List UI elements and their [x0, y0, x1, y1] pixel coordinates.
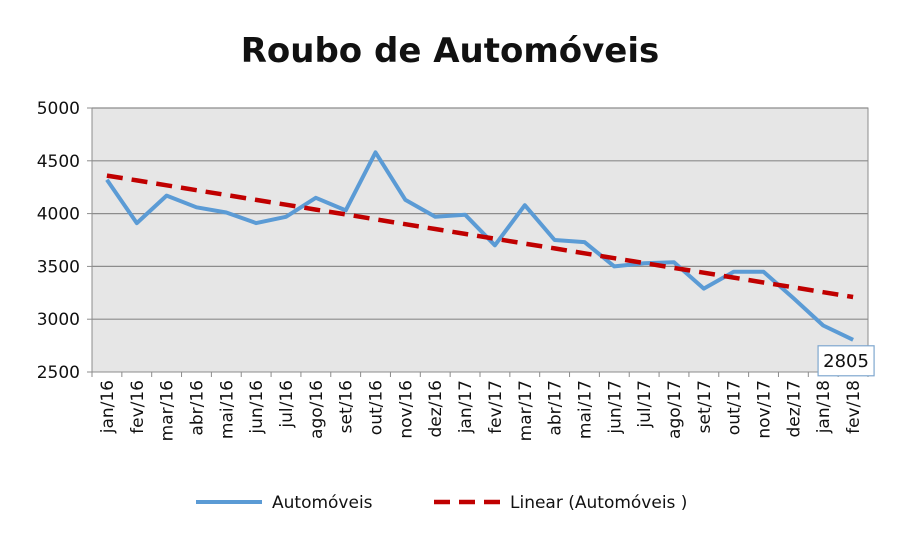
x-tick-label: jan/18	[814, 380, 834, 434]
x-tick-label: mai/16	[217, 380, 237, 439]
data-label: 2805	[823, 351, 869, 372]
x-tick-label: ago/16	[307, 380, 327, 439]
x-tick-label: nov/16	[396, 380, 416, 439]
x-tick-label: set/16	[337, 380, 357, 433]
x-tick-label: jul/17	[635, 380, 655, 429]
y-tick-label: 3000	[37, 310, 80, 330]
y-tick-label: 4500	[37, 152, 80, 172]
legend-label-automoveis: Automóveis	[272, 493, 373, 513]
x-tick-label: abr/16	[187, 380, 207, 436]
x-tick-label: nov/17	[755, 380, 775, 439]
x-tick-label: jan/16	[98, 380, 118, 434]
x-tick-label: fev/18	[844, 380, 864, 434]
legend: Automóveis Linear (Automóveis )	[196, 493, 687, 513]
x-tick-label: jun/16	[247, 380, 267, 435]
plot-background	[92, 108, 868, 372]
x-tick-label: mar/17	[516, 380, 536, 441]
x-tick-label: abr/17	[546, 380, 566, 436]
x-tick-label: jan/17	[456, 380, 476, 434]
x-tick-label: ago/17	[665, 380, 685, 439]
x-tick-label: fev/17	[486, 380, 506, 434]
plot-area: 2500 3000 3500 4000 4500 5000 jan/16 fev/16 mar/…	[37, 99, 874, 441]
y-tick-label: 2500	[37, 363, 80, 383]
x-tick-label: dez/17	[784, 380, 804, 438]
x-tick-label: mai/17	[575, 380, 595, 439]
x-tick-label: set/17	[695, 380, 715, 433]
y-tick-label: 5000	[37, 99, 80, 119]
x-tick-label: out/16	[367, 380, 387, 435]
legend-label-linear: Linear (Automóveis )	[510, 493, 687, 513]
x-tick-label: jun/17	[605, 380, 625, 435]
x-tick-label: jul/16	[277, 380, 297, 429]
chart-title: Roubo de Automóveis	[241, 31, 660, 71]
x-tick-label: dez/16	[426, 380, 446, 438]
x-tick-label: out/17	[725, 380, 745, 435]
y-tick-label: 4000	[37, 205, 80, 225]
x-tick-label: mar/16	[158, 380, 178, 441]
y-tick-label: 3500	[37, 257, 80, 277]
x-tick-label: fev/16	[128, 380, 148, 434]
